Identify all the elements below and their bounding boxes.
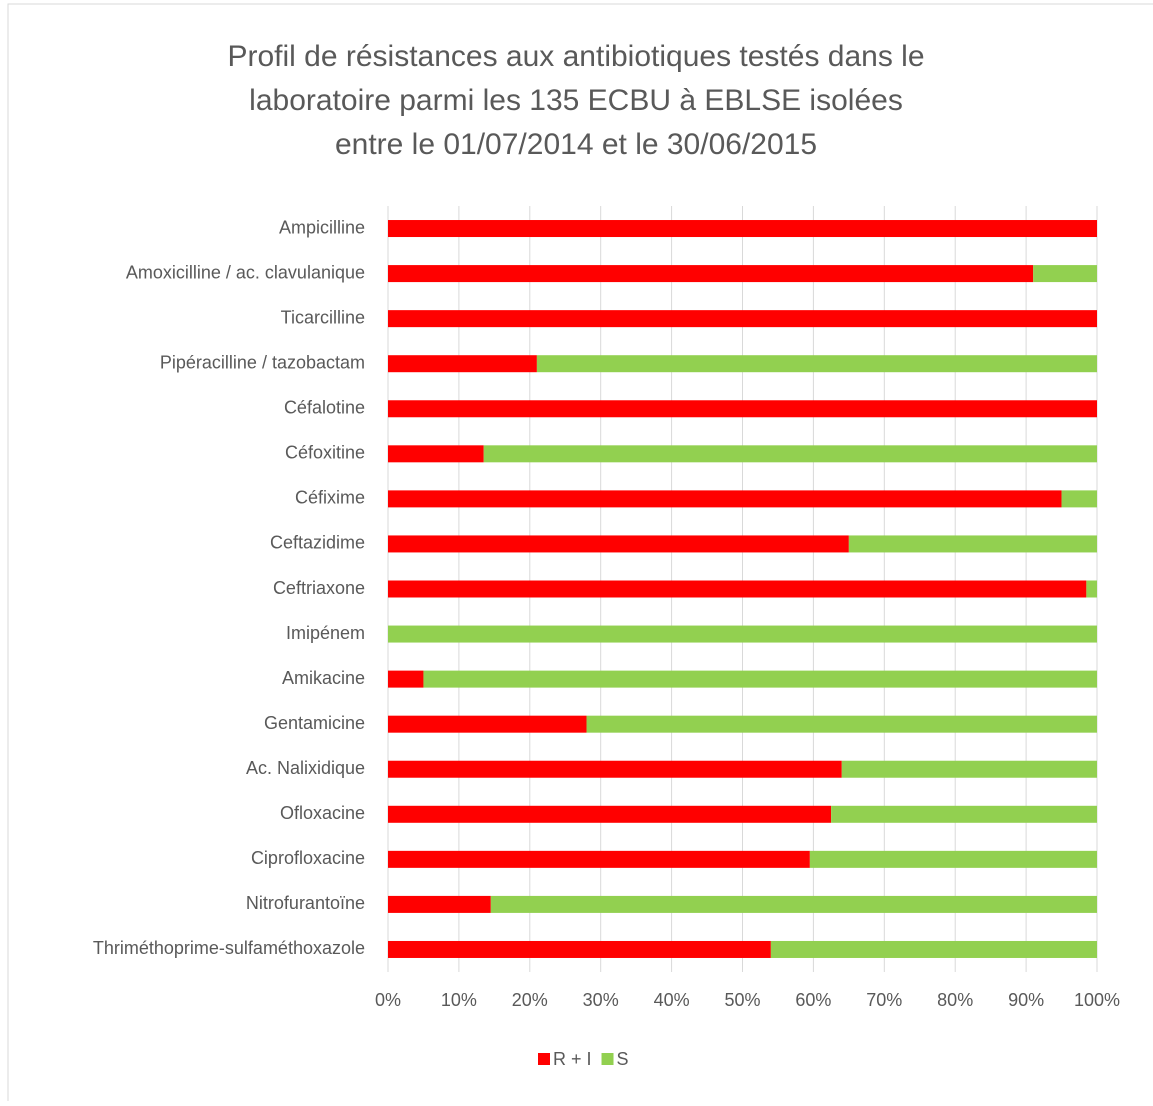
bar-segment (388, 760, 842, 778)
y-tick-label: Céfalotine (284, 398, 365, 418)
chart-title: laboratoire parmi les 135 ECBU à EBLSE i… (249, 84, 903, 117)
y-tick-label: Amikacine (282, 668, 365, 688)
y-tick-label: Nitrofurantoïne (246, 893, 365, 913)
y-tick-label: Ceftazidime (270, 533, 365, 553)
bar-segment (586, 715, 1097, 733)
x-tick-label: 100% (1074, 990, 1120, 1010)
bar-segment (388, 805, 832, 823)
chart-title: Profil de résistances aux antibiotiques … (227, 40, 924, 73)
x-tick-label: 40% (654, 990, 690, 1010)
y-tick-label: Céfoxitine (285, 443, 365, 463)
y-tick-label: Amoxicilline / ac. clavulanique (126, 262, 365, 282)
bar-segment (388, 400, 1097, 418)
bar-segment (848, 535, 1097, 553)
x-tick-label: 50% (724, 990, 760, 1010)
bar-segment (388, 220, 1097, 238)
bar-segment (388, 895, 491, 913)
y-tick-label: Thriméthoprime-sulfaméthoxazole (93, 938, 365, 958)
chart-title: entre le 01/07/2014 et le 30/06/2015 (335, 128, 817, 161)
bar-segment (388, 310, 1097, 328)
x-tick-label: 10% (441, 990, 477, 1010)
y-tick-label: Ofloxacine (280, 803, 365, 823)
y-tick-label: Céfixime (295, 488, 365, 508)
bar-segment (388, 850, 810, 868)
x-tick-label: 20% (512, 990, 548, 1010)
chart-border (7, 3, 1153, 1106)
x-tick-label: 70% (866, 990, 902, 1010)
bar-segment (388, 535, 849, 553)
bar-segment (388, 715, 587, 733)
x-tick-label: 80% (937, 990, 973, 1010)
bar-segment (1086, 580, 1097, 598)
bar-segment (388, 625, 1097, 643)
y-tick-label: Gentamicine (264, 713, 365, 733)
bar-segment (388, 265, 1034, 283)
y-tick-label: Ciprofloxacine (251, 848, 365, 868)
x-tick-label: 90% (1008, 990, 1044, 1010)
y-tick-label: Ampicilline (279, 217, 365, 237)
bar-segment (1061, 490, 1097, 508)
bar-segment (831, 805, 1097, 823)
x-tick-label: 0% (375, 990, 401, 1010)
bar-segment (388, 445, 484, 463)
bar-segment (388, 940, 771, 958)
legend-swatch (601, 1053, 614, 1065)
bar-segment (388, 580, 1087, 598)
y-tick-label: Ac. Nalixidique (246, 758, 365, 778)
y-tick-label: Imipénem (286, 623, 365, 643)
bar-segment (841, 760, 1097, 778)
legend-label: R + I (553, 1049, 592, 1069)
y-tick-label: Pipéracilline / tazobactam (160, 352, 365, 372)
y-tick-label: Ticarcilline (281, 307, 365, 327)
legend-label: S (617, 1049, 629, 1069)
bar-segment (483, 445, 1098, 463)
bar-segment (388, 670, 424, 688)
bar-segment (770, 940, 1097, 958)
legend-swatch (538, 1053, 550, 1065)
bar-segment (423, 670, 1097, 688)
bar-segment (388, 490, 1062, 508)
bar-segment (490, 895, 1097, 913)
bar-segment (809, 850, 1097, 868)
y-tick-label: Ceftriaxone (273, 578, 365, 598)
x-tick-label: 30% (583, 990, 619, 1010)
x-tick-label: 60% (795, 990, 831, 1010)
bar-segment (536, 355, 1097, 373)
bar-segment (1033, 265, 1097, 283)
bar-segment (388, 355, 537, 373)
